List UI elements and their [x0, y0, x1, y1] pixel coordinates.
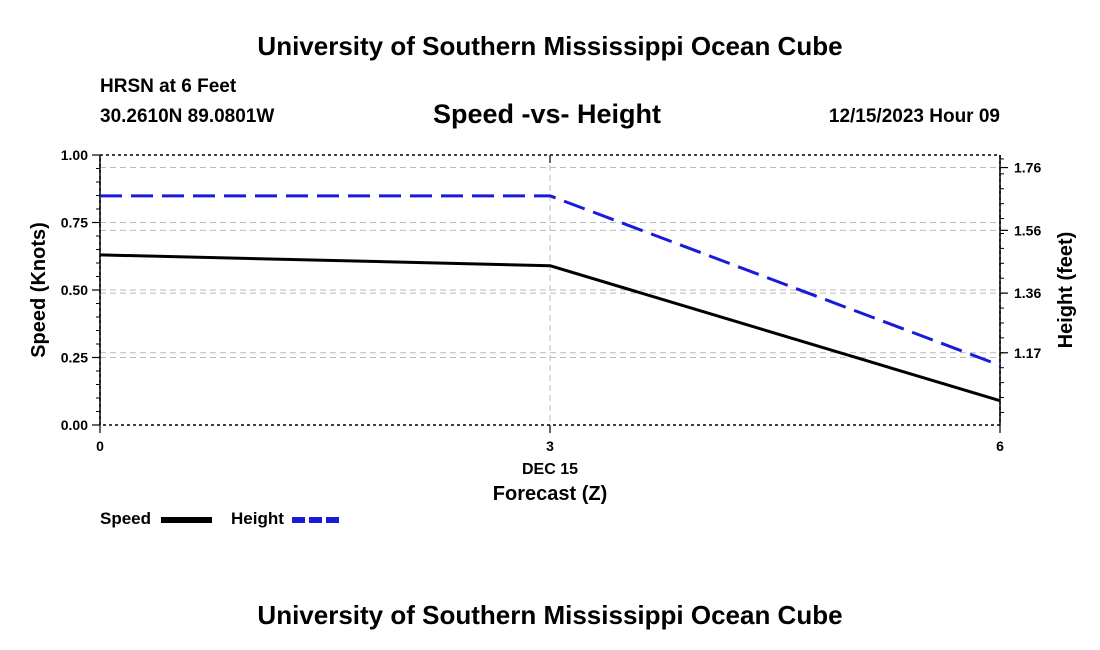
forecast-datetime: 12/15/2023 Hour 09 — [828, 106, 1000, 127]
legend-label-speed: Speed — [100, 509, 152, 528]
y2-tick-label: 1.56 — [1014, 222, 1041, 238]
y-tick-label: 1.00 — [61, 147, 88, 163]
station-coordinates: 30.2610N 89.0801W — [100, 106, 275, 127]
series-lines — [99, 194, 1001, 403]
x-tick-label: 3 — [546, 438, 554, 454]
y-tick-label: 0.75 — [61, 215, 88, 231]
chart-title: Speed -vs- Height — [433, 99, 662, 129]
y2-tick-label: 1.76 — [1014, 160, 1041, 176]
y-tick-label: 0.25 — [61, 350, 88, 366]
y2-tick-label: 1.17 — [1014, 345, 1041, 361]
x-date-label: DEC 15 — [522, 461, 578, 478]
grid-lines — [100, 155, 1000, 425]
station-label: HRSN at 6 Feet — [100, 76, 237, 97]
y-axis-title: Speed (Knots) — [28, 222, 50, 358]
legend-label-height: Height — [231, 509, 284, 528]
x-axis-title: Forecast (Z) — [493, 483, 607, 505]
series-line-speed — [99, 253, 1001, 403]
series-line-height — [100, 194, 1001, 367]
ticks: 0.00 0.25 0.50 0.75 1.00 1.17 1.36 1.56 1.76 0 3 6 — [61, 147, 1042, 454]
x-tick-label: 0 — [96, 438, 104, 454]
x-tick-label: 6 — [996, 438, 1004, 454]
y-tick-label: 0.50 — [61, 282, 88, 298]
footer-title: University of Southern Mississippi Ocean… — [257, 600, 843, 630]
y2-axis-title: Height (feet) — [1055, 232, 1077, 349]
y2-tick-label: 1.36 — [1014, 285, 1041, 301]
y-tick-label: 0.00 — [61, 417, 88, 433]
page-title: University of Southern Mississippi Ocean… — [257, 31, 843, 61]
